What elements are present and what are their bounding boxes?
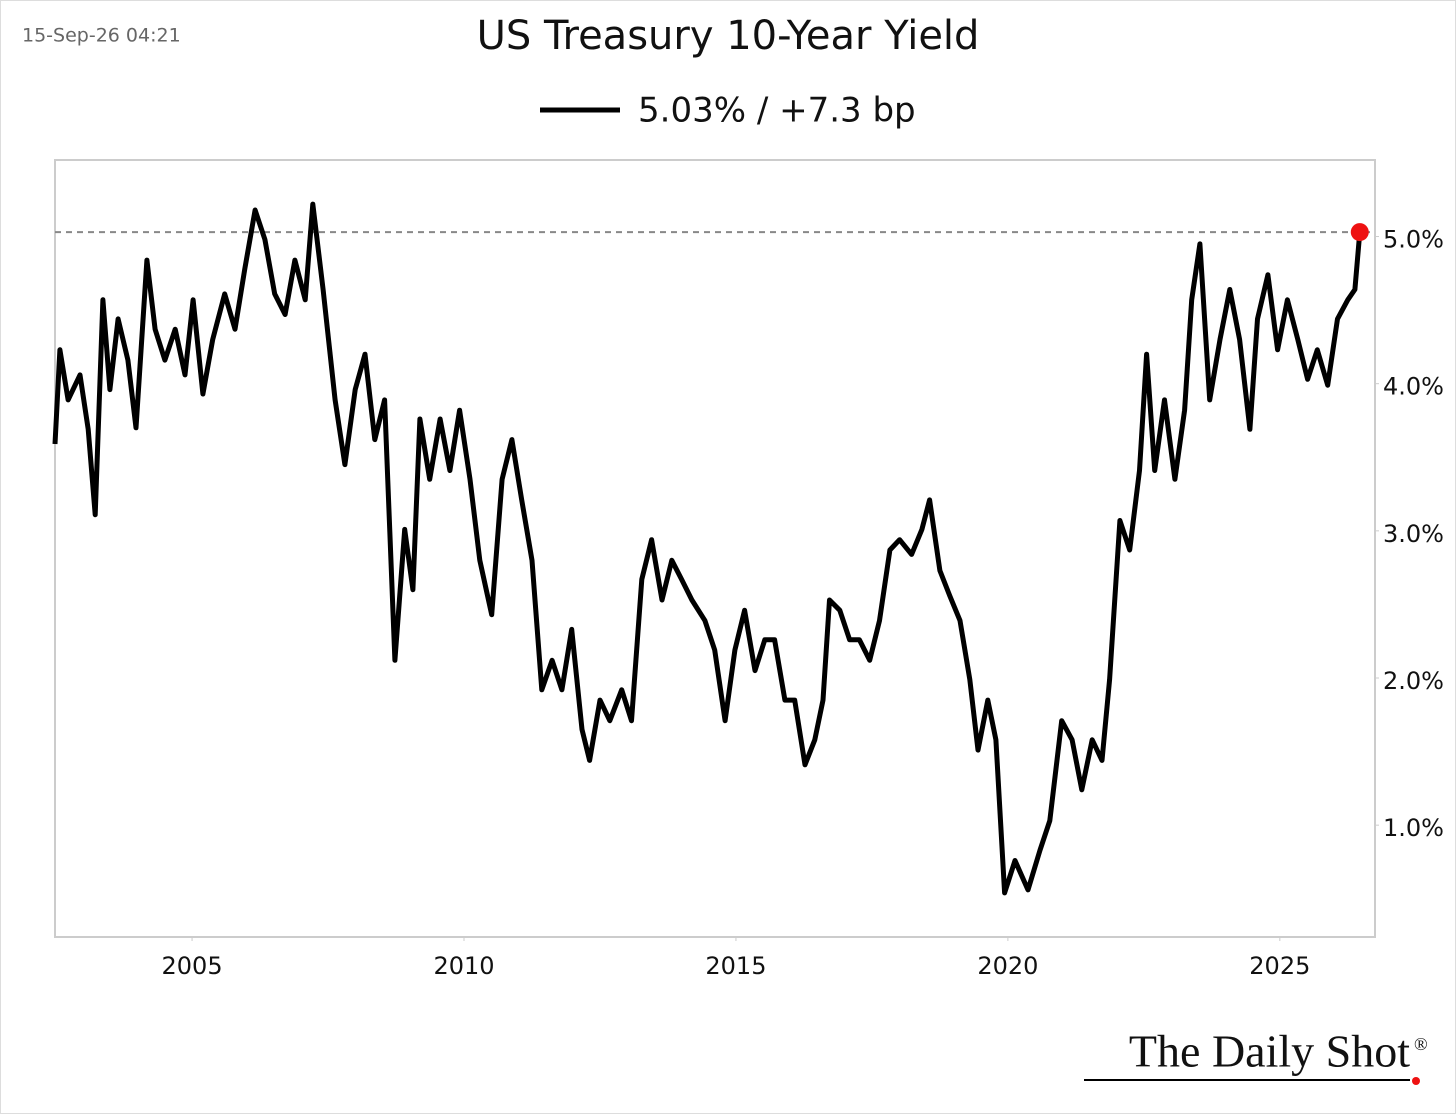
- y-tick-label: 5.0%: [1383, 226, 1444, 254]
- plot-area: [54, 159, 1376, 938]
- y-tick-label: 4.0%: [1383, 373, 1444, 401]
- x-tick-label: 2005: [162, 952, 223, 980]
- chart-title: US Treasury 10-Year Yield: [477, 13, 980, 59]
- legend-label: 5.03% / +7.3 bp: [638, 91, 916, 131]
- last-point: [1350, 223, 1369, 242]
- y-tick-label: 2.0%: [1383, 667, 1444, 695]
- x-tick-label: 2015: [705, 952, 766, 980]
- logo-mark: ®: [1414, 1034, 1428, 1054]
- logo-dot: [1412, 1077, 1420, 1085]
- x-tick-label: 2025: [1249, 952, 1310, 980]
- y-tick-label: 3.0%: [1383, 520, 1444, 548]
- x-tick-label: 2010: [433, 952, 494, 980]
- timestamp: 15-Sep-26 04:21: [22, 25, 181, 47]
- logo: The Daily Shot: [1129, 1026, 1410, 1077]
- x-tick-label: 2020: [977, 952, 1038, 980]
- y-tick-label: 1.0%: [1383, 814, 1444, 842]
- series-line: [52, 201, 1363, 896]
